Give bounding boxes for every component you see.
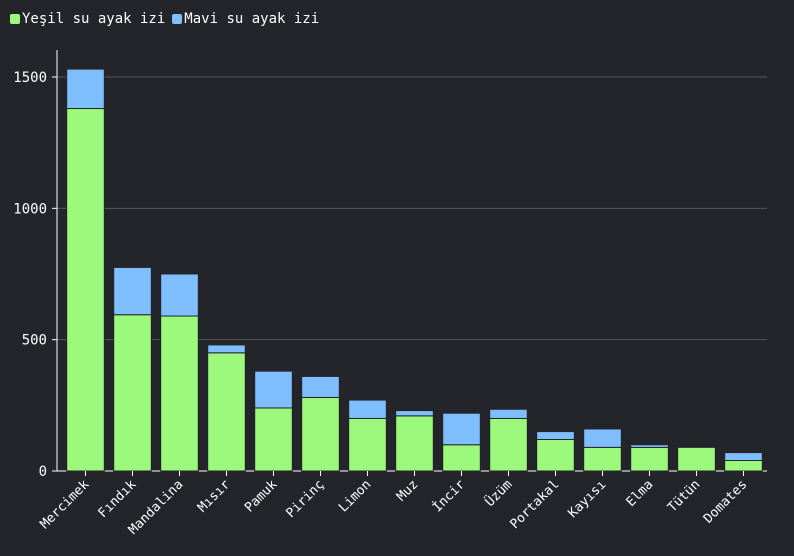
legend-label-blue: Mavi su ayak izi <box>184 11 320 27</box>
bar-green-5 <box>301 396 340 472</box>
y-tick-label-0: 0 <box>39 464 47 480</box>
bar-green-14 <box>724 459 763 472</box>
bar-green-2 <box>160 315 199 472</box>
legend-swatch-green <box>10 14 20 24</box>
bar-blue-0 <box>66 68 105 110</box>
bar-green-9 <box>489 417 528 472</box>
x-tick-label-12: Elma <box>624 477 657 510</box>
bar-green-10 <box>536 438 575 472</box>
x-tick-label-13: Tütün <box>665 477 703 515</box>
bar-blue-7 <box>395 410 434 417</box>
x-tick-label-7: Muz <box>394 477 421 504</box>
bar-blue-1 <box>113 266 152 316</box>
bar-blue-3 <box>207 344 246 354</box>
bar-blue-4 <box>254 370 293 409</box>
bar-green-11 <box>583 446 622 472</box>
bar-green-3 <box>207 352 246 472</box>
bar-green-6 <box>348 417 387 472</box>
legend-label-green: Yeşil su ayak izi <box>22 11 166 27</box>
bar-blue-14 <box>724 452 763 461</box>
x-tick-label-14: Domates <box>701 477 750 526</box>
x-tick-label-3: Mısır <box>195 477 233 515</box>
y-tick-label-500: 500 <box>22 333 47 349</box>
bar-green-4 <box>254 407 293 472</box>
x-tick-label-1: Fındık <box>96 477 140 521</box>
x-tick-label-10: Portakal <box>507 477 562 532</box>
bar-green-13 <box>677 446 716 472</box>
x-tick-label-0: Mercimek <box>37 477 92 532</box>
bar-blue-10 <box>536 431 575 440</box>
y-tick-label-1000: 1000 <box>13 201 47 217</box>
y-tick-label-1500: 1500 <box>13 70 47 86</box>
x-tick-label-8: İncir <box>429 476 468 515</box>
legend-swatch-blue <box>172 14 183 24</box>
bar-blue-5 <box>301 375 340 398</box>
bar-blue-12 <box>630 444 669 448</box>
legend-item-green[interactable]: Yeşil su ayak izi <box>10 11 165 27</box>
bar-green-0 <box>66 108 105 472</box>
x-tick-label-11: Kayısı <box>566 477 610 521</box>
bar-blue-6 <box>348 399 387 419</box>
bar-green-8 <box>442 444 481 472</box>
bar-blue-9 <box>489 408 528 419</box>
x-tick-label-5: Pirinç <box>284 477 328 521</box>
bar-green-1 <box>113 314 152 472</box>
bar-green-7 <box>395 415 434 472</box>
bar-blue-2 <box>160 273 199 317</box>
x-tick-label-9: Üzüm <box>481 476 515 510</box>
x-tick-label-4: Pamuk <box>242 477 280 515</box>
legend-item-blue[interactable]: Mavi su ayak izi <box>172 11 319 27</box>
legend: Yeşil su ayak izi Mavi su ayak izi <box>10 11 326 27</box>
x-tick-label-6: Limon <box>336 477 374 515</box>
bar-blue-8 <box>442 412 481 446</box>
bar-green-12 <box>630 446 669 472</box>
bar-blue-11 <box>583 428 622 448</box>
